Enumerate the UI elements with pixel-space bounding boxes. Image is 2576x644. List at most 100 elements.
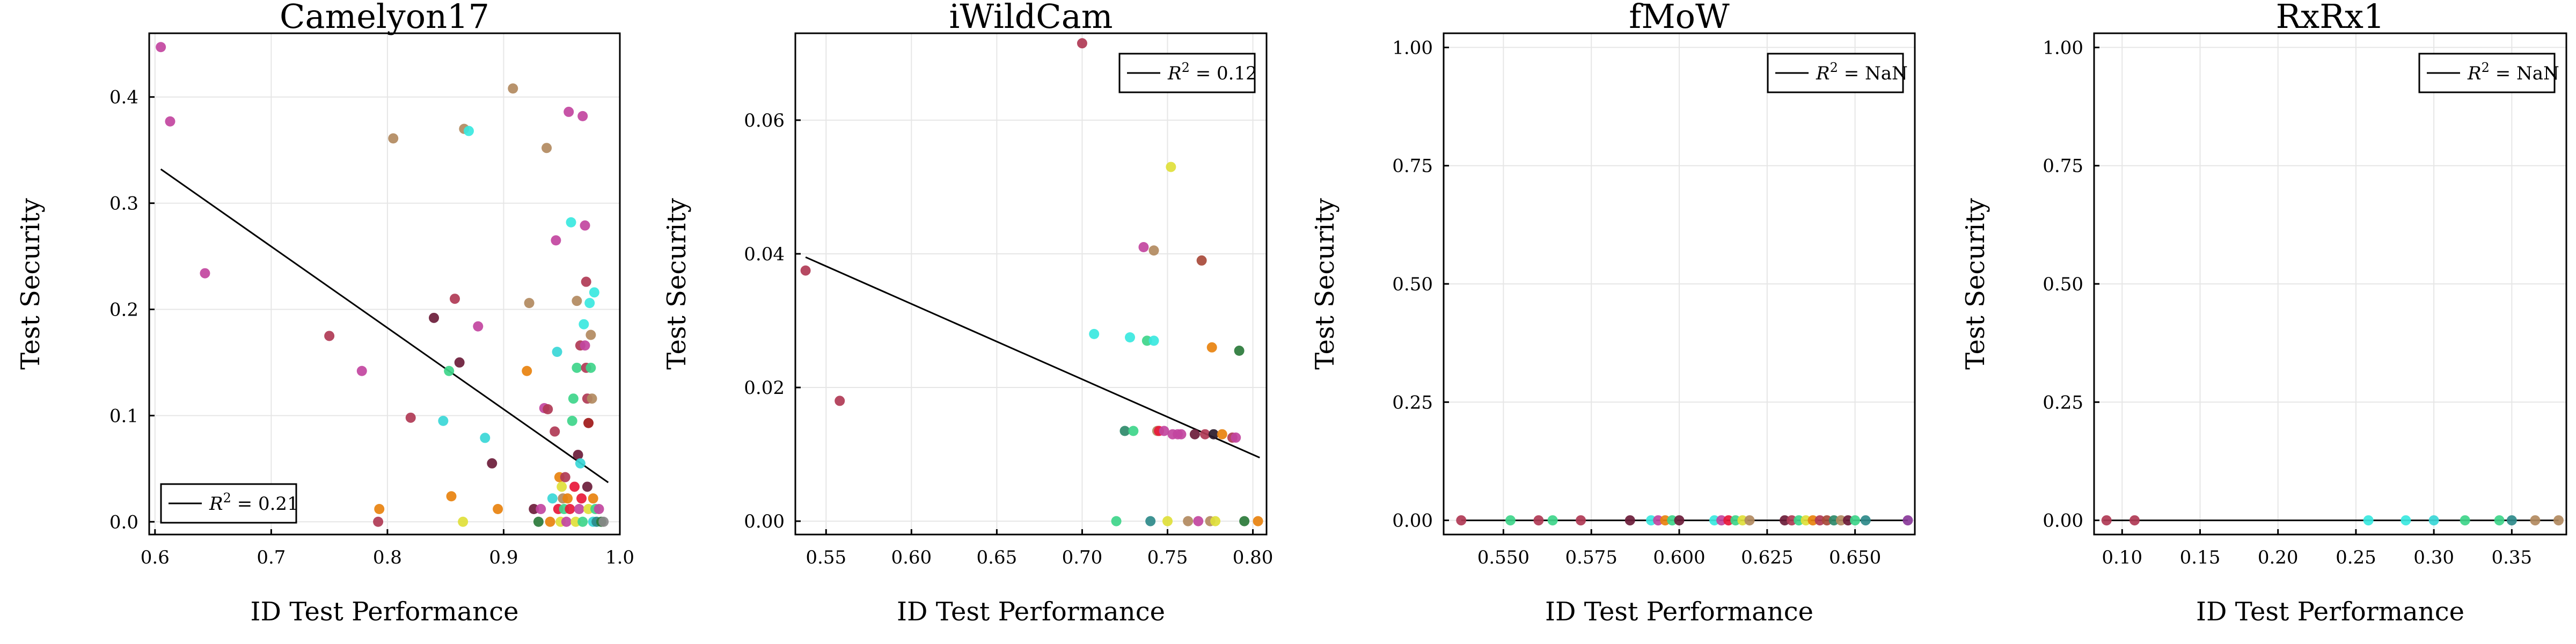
x-tick-label: 1.0 xyxy=(605,547,634,568)
data-point xyxy=(529,504,539,515)
data-point xyxy=(508,83,518,94)
data-point xyxy=(458,516,469,527)
chart-panel-1: 0.55 0.60 0.65 0.70 0.75 0.80 0.00 0.02 0.04 0.06… xyxy=(662,0,1273,627)
legend: R2 = 0.21 xyxy=(160,483,299,524)
data-point xyxy=(577,111,588,121)
data-point xyxy=(1794,515,1804,526)
data-point xyxy=(533,516,544,527)
data-point xyxy=(1183,516,1194,526)
data-point xyxy=(156,42,166,53)
data-point xyxy=(576,493,587,504)
data-point xyxy=(575,458,586,469)
data-point xyxy=(1145,516,1156,526)
data-point xyxy=(579,319,589,330)
legend-label: R2 = 0.12 xyxy=(1167,60,1257,84)
x-tick-label: 0.30 xyxy=(2413,547,2454,568)
legend-label-symbol: R xyxy=(209,493,223,515)
data-point xyxy=(444,365,455,376)
data-point xyxy=(2460,515,2470,526)
y-tick-label: 0.00 xyxy=(2043,510,2083,532)
data-point xyxy=(487,458,497,469)
data-point xyxy=(1089,328,1100,339)
data-point xyxy=(567,415,577,426)
regression-line xyxy=(805,256,1260,459)
plot-frame xyxy=(794,32,1268,536)
data-point xyxy=(568,393,579,404)
data-point xyxy=(1723,515,1734,526)
data-point xyxy=(1231,432,1241,443)
x-tick-label: 0.8 xyxy=(373,547,402,568)
x-tick-label: 0.575 xyxy=(1565,547,1618,568)
data-point xyxy=(561,516,572,527)
data-point xyxy=(1239,516,1250,526)
data-point xyxy=(1199,429,1210,440)
y-tick-label: 1.00 xyxy=(2043,37,2083,58)
data-point xyxy=(588,493,598,504)
y-axis-label: Test Security xyxy=(1960,198,1990,370)
data-point xyxy=(324,331,335,341)
data-point xyxy=(1902,515,1913,526)
data-point xyxy=(1660,515,1671,526)
y-tick-label: 0.04 xyxy=(744,244,785,265)
data-point xyxy=(480,433,491,443)
x-axis-label: ID Test Performance xyxy=(1545,597,1813,627)
data-point xyxy=(2101,515,2112,526)
chart-title: Camelyon17 xyxy=(280,0,489,36)
y-tick-label: 0.3 xyxy=(109,193,138,215)
data-point xyxy=(586,330,596,340)
data-point xyxy=(438,415,449,426)
data-point xyxy=(1505,515,1516,526)
data-point xyxy=(594,504,604,515)
legend-label-superscript: 2 xyxy=(1182,60,1190,75)
x-tick-label: 0.7 xyxy=(257,547,286,568)
data-point xyxy=(1208,429,1219,440)
data-point xyxy=(560,472,570,482)
x-tick-label: 0.60 xyxy=(891,547,932,568)
data-point xyxy=(1148,335,1159,346)
data-point xyxy=(1217,429,1227,440)
data-point xyxy=(580,340,590,351)
data-point xyxy=(374,504,385,515)
y-tick-label: 0.0 xyxy=(109,511,138,533)
data-point xyxy=(551,235,561,246)
data-point xyxy=(1456,515,1467,526)
y-tick-label: 0.25 xyxy=(1392,392,1433,413)
x-tick-label: 0.55 xyxy=(806,547,846,568)
data-point xyxy=(1162,516,1173,526)
data-point xyxy=(570,516,581,527)
data-point xyxy=(572,296,582,306)
data-point xyxy=(1744,515,1755,526)
legend-label-symbol: R xyxy=(2467,63,2482,84)
x-tick-label: 0.35 xyxy=(2491,547,2532,568)
data-point xyxy=(1860,515,1871,526)
x-tick-label: 0.625 xyxy=(1741,547,1793,568)
data-point xyxy=(1119,426,1130,436)
y-tick-label: 1.00 xyxy=(1392,37,1433,58)
data-point xyxy=(454,357,465,368)
data-point xyxy=(586,362,596,373)
y-tick-label: 0.50 xyxy=(2043,274,2083,295)
legend-label-superscript: 2 xyxy=(2482,60,2490,75)
data-point xyxy=(565,504,575,515)
data-point xyxy=(569,481,580,492)
x-axis-label: ID Test Performance xyxy=(250,597,518,627)
legend-label-symbol: R xyxy=(1167,63,1182,84)
y-tick-label: 0.00 xyxy=(1392,510,1433,532)
data-point xyxy=(1159,426,1169,436)
data-point xyxy=(2428,515,2439,526)
data-point xyxy=(1801,515,1811,526)
data-point xyxy=(356,365,367,376)
data-point xyxy=(566,217,576,228)
x-tick-label: 0.20 xyxy=(2258,547,2299,568)
data-point xyxy=(473,321,484,332)
legend-label-superscript: 2 xyxy=(223,491,231,506)
data-point xyxy=(1148,245,1159,256)
x-tick-label: 0.6 xyxy=(141,547,170,568)
data-point xyxy=(450,294,460,304)
data-point xyxy=(1653,515,1664,526)
legend: R2 = NaN xyxy=(2418,53,2559,93)
data-point xyxy=(577,516,588,527)
data-point xyxy=(598,516,609,527)
data-point xyxy=(2363,515,2374,526)
